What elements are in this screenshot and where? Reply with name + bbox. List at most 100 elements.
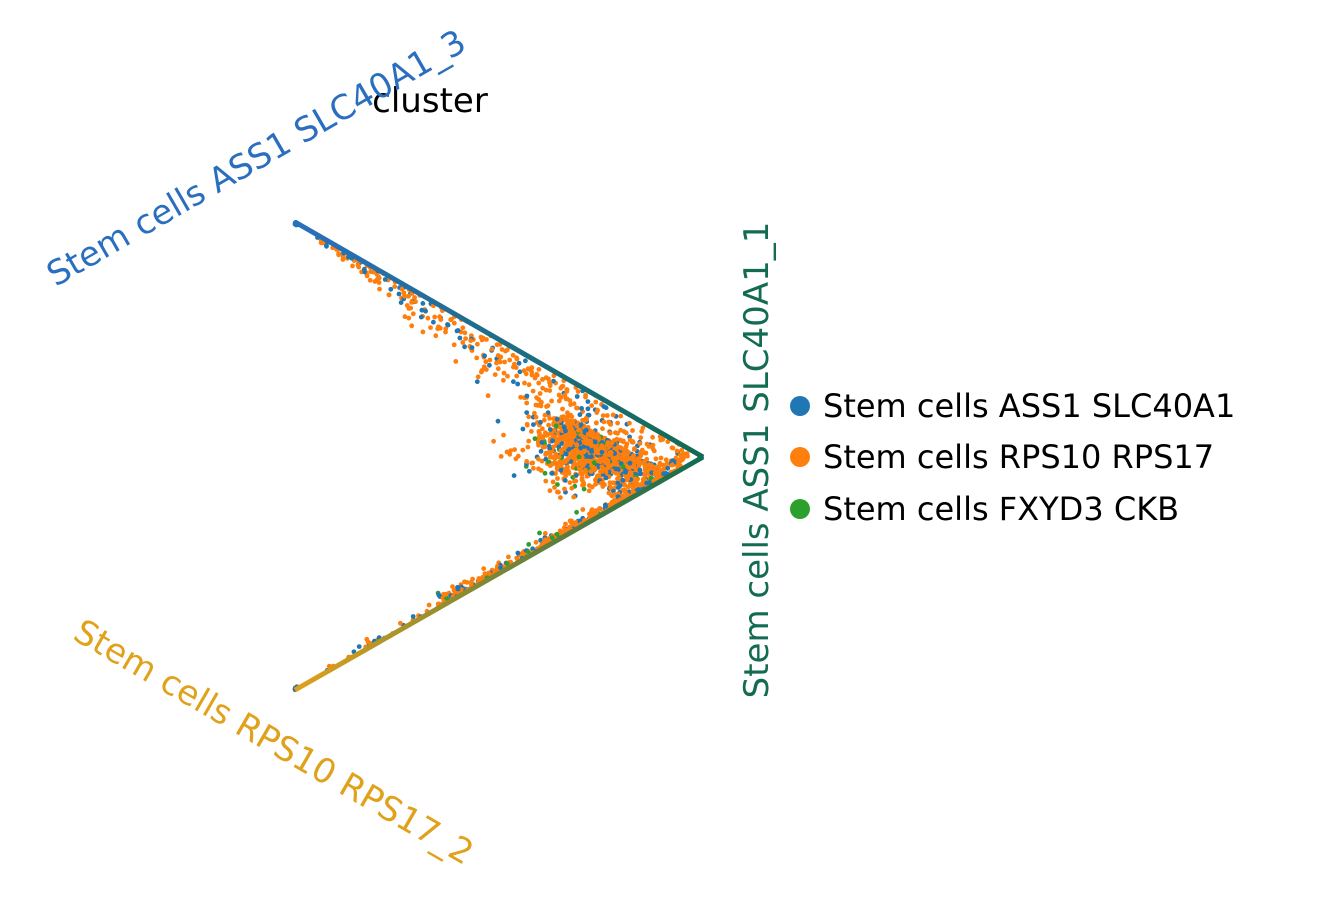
data-point bbox=[542, 412, 548, 418]
data-point bbox=[516, 360, 522, 366]
data-point bbox=[600, 426, 605, 432]
data-point bbox=[451, 587, 457, 593]
data-point bbox=[545, 432, 550, 438]
data-point bbox=[561, 434, 567, 439]
data-point bbox=[644, 441, 650, 447]
data-point bbox=[556, 454, 562, 460]
data-point bbox=[591, 465, 597, 471]
data-point bbox=[603, 475, 609, 481]
data-point bbox=[523, 358, 528, 364]
data-point bbox=[665, 439, 671, 445]
data-point bbox=[483, 367, 489, 372]
data-point bbox=[569, 439, 575, 445]
data-point bbox=[623, 469, 628, 475]
data-point bbox=[564, 387, 570, 392]
data-point bbox=[475, 341, 480, 347]
data-point bbox=[554, 440, 559, 446]
data-point bbox=[558, 385, 564, 391]
data-point bbox=[593, 420, 599, 426]
data-point bbox=[511, 364, 516, 370]
data-point bbox=[556, 392, 562, 398]
data-point bbox=[589, 403, 595, 408]
data-point bbox=[573, 472, 579, 478]
data-point bbox=[464, 580, 470, 585]
data-point bbox=[593, 477, 598, 483]
data-point bbox=[539, 458, 545, 464]
data-point bbox=[443, 329, 448, 335]
data-point bbox=[580, 434, 586, 440]
data-point bbox=[550, 438, 555, 443]
data-point bbox=[603, 460, 609, 466]
data-point bbox=[543, 456, 549, 462]
data-point bbox=[615, 480, 621, 486]
data-point bbox=[526, 382, 532, 388]
data-point bbox=[552, 485, 557, 490]
data-point bbox=[386, 292, 392, 298]
data-point bbox=[445, 322, 451, 328]
data-point bbox=[670, 445, 676, 451]
data-point bbox=[582, 467, 588, 473]
data-point bbox=[498, 565, 503, 570]
data-point bbox=[497, 359, 503, 365]
data-point bbox=[423, 308, 428, 314]
data-point bbox=[537, 391, 543, 396]
data-point bbox=[574, 448, 580, 454]
data-point bbox=[589, 454, 594, 460]
data-point bbox=[535, 440, 541, 445]
data-point bbox=[531, 465, 536, 471]
data-point bbox=[453, 359, 459, 364]
data-point bbox=[627, 420, 632, 426]
data-point bbox=[563, 442, 568, 448]
data-point bbox=[538, 448, 544, 454]
data-point bbox=[613, 430, 618, 436]
data-point bbox=[544, 404, 549, 409]
data-point bbox=[591, 460, 597, 466]
data-point bbox=[608, 463, 614, 468]
data-point bbox=[565, 410, 570, 416]
data-point bbox=[524, 400, 530, 406]
data-point bbox=[581, 482, 587, 488]
data-point bbox=[524, 393, 530, 399]
data-point bbox=[517, 369, 523, 375]
data-point bbox=[637, 441, 643, 446]
data-point bbox=[669, 462, 675, 468]
data-point bbox=[498, 454, 504, 459]
data-point bbox=[505, 347, 510, 353]
data-point bbox=[639, 447, 645, 453]
data-point bbox=[356, 644, 362, 649]
data-point bbox=[526, 542, 532, 547]
data-point bbox=[451, 342, 457, 348]
data-point bbox=[583, 417, 589, 423]
data-point bbox=[457, 335, 463, 341]
data-point bbox=[543, 375, 549, 381]
data-point bbox=[570, 522, 576, 527]
data-point bbox=[526, 468, 532, 474]
data-point bbox=[425, 315, 431, 321]
data-point bbox=[571, 494, 577, 500]
data-point bbox=[555, 489, 560, 495]
data-point bbox=[547, 488, 553, 494]
data-point bbox=[539, 440, 545, 445]
data-point bbox=[511, 379, 516, 385]
data-point bbox=[588, 431, 594, 436]
data-point bbox=[506, 554, 511, 560]
data-point bbox=[588, 512, 594, 518]
data-point bbox=[554, 416, 560, 422]
data-point bbox=[627, 460, 633, 466]
data-point bbox=[601, 445, 606, 451]
data-point bbox=[533, 539, 539, 545]
data-point bbox=[532, 436, 538, 442]
data-point bbox=[580, 507, 586, 512]
data-point bbox=[555, 482, 560, 487]
data-point bbox=[551, 433, 556, 439]
data-point bbox=[546, 459, 552, 465]
data-point bbox=[621, 438, 626, 444]
data-point bbox=[406, 315, 412, 321]
data-point bbox=[542, 531, 548, 536]
data-point bbox=[563, 396, 569, 402]
data-point bbox=[538, 401, 544, 406]
data-point bbox=[521, 368, 527, 374]
data-point bbox=[618, 427, 623, 433]
data-point bbox=[487, 362, 492, 368]
data-point bbox=[462, 344, 467, 350]
